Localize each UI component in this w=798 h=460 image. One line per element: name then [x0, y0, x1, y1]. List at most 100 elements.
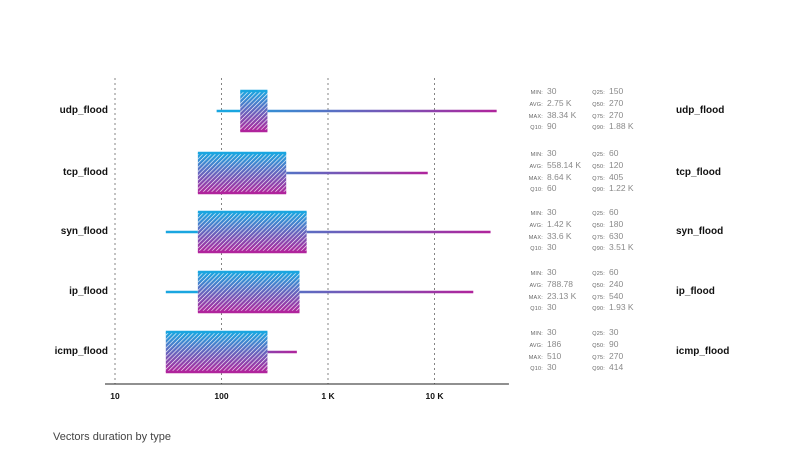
stat-key: Q90: [592, 306, 605, 313]
stat-key: Q75: [592, 294, 605, 301]
stat-value: 120 [609, 159, 624, 170]
stat-value: 60 [609, 267, 619, 277]
row-label-left: icmp_flood [54, 346, 108, 357]
stat-item: Q75: 270 [584, 110, 623, 124]
stat-key: AVG: [529, 101, 543, 108]
stat-item: Q10: 30 [522, 362, 556, 376]
stats-block: MIN: 30 AVG: 788.78 MAX: 23.13 K Q10: 30 Q25: 60 Q… [522, 267, 662, 315]
stat-key: Q50: [592, 222, 605, 229]
stat-key: Q75: [592, 234, 605, 241]
stat-item: MIN: 30 [522, 267, 557, 281]
stat-key: Q10: [530, 187, 543, 194]
x-tick-label: 100 [214, 391, 228, 401]
stat-item: Q50: 90 [584, 339, 618, 353]
stat-item: Q10: 30 [522, 242, 556, 256]
stat-key: Q25: [592, 271, 605, 277]
stat-value: 788.78 [547, 278, 573, 289]
row-label-right: ip_flood [676, 286, 715, 297]
ip_flood-box-hatch [197, 272, 300, 312]
stat-value: 30 [547, 267, 557, 277]
stat-key: AVG: [529, 282, 543, 289]
stat-key: Q50: [592, 163, 605, 170]
stat-item: Q25: 60 [584, 148, 618, 162]
stat-value: 1.88 K [609, 121, 634, 132]
stat-key: MIN: [530, 271, 543, 277]
stat-key: Q90: [592, 125, 605, 132]
stat-item: Q50: 270 [584, 98, 623, 112]
stat-key: AVG: [529, 222, 543, 229]
chart-caption: Vectors duration by type [53, 431, 172, 443]
row-label-left: udp_flood [59, 105, 108, 116]
stat-item: MAX: 510 [522, 351, 561, 365]
stat-item: Q75: 630 [584, 231, 623, 245]
stat-key: Q10: [530, 306, 543, 313]
stat-key: AVG: [529, 163, 543, 170]
stat-item: MIN: 30 [522, 86, 557, 100]
stat-value: 1.93 K [609, 302, 634, 313]
stats-block: MIN: 30 AVG: 558.14 K MAX: 8.64 K Q10: 60 Q25: 60… [522, 148, 662, 196]
stat-item: Q25: 60 [584, 207, 618, 221]
stat-value: 270 [609, 109, 624, 120]
stat-value: 630 [609, 230, 624, 241]
stat-value: 270 [609, 350, 624, 361]
stat-key: MAX: [528, 113, 543, 120]
stat-item: Q50: 240 [584, 279, 623, 293]
stat-item: MIN: 30 [522, 207, 557, 221]
stat-value: 405 [609, 171, 624, 182]
stat-value: 150 [609, 86, 624, 96]
stat-value: 60 [547, 183, 557, 194]
stat-item: Q10: 60 [522, 183, 556, 197]
stat-item: MAX: 8.64 K [522, 172, 572, 186]
stat-value: 30 [609, 327, 619, 337]
stat-key: Q75: [592, 354, 605, 361]
stat-value: 33.6 K [547, 230, 572, 241]
stat-key: Q25: [592, 331, 605, 337]
stat-item: Q50: 180 [584, 219, 623, 233]
stat-value: 8.64 K [547, 171, 572, 182]
stat-key: MIN: [530, 211, 543, 217]
stat-item: AVG: 788.78 [522, 279, 573, 293]
stat-value: 558.14 K [547, 159, 582, 170]
stat-item: MAX: 23.13 K [522, 291, 577, 305]
row-label-left: ip_flood [69, 286, 108, 297]
udp_flood-box-hatch [240, 91, 268, 131]
stat-value: 1.42 K [547, 218, 572, 229]
stat-key: MAX: [528, 234, 543, 241]
stat-item: AVG: 1.42 K [522, 218, 572, 233]
stat-item: Q75: 405 [584, 172, 623, 186]
stat-value: 60 [609, 207, 619, 217]
row-label-right: syn_flood [676, 226, 724, 237]
stat-key: Q50: [592, 101, 605, 108]
stat-key: MAX: [528, 294, 543, 301]
stats-block: MIN: 30 AVG: 2.75 K MAX: 38.34 K Q10: 90 Q25: 150… [522, 86, 662, 134]
syn_flood-box-hatch [197, 212, 307, 252]
row-label-right: tcp_flood [676, 167, 721, 178]
stat-item: Q25: 30 [584, 327, 618, 341]
stat-item: Q90: 1.22 K [584, 183, 634, 197]
stat-key: MIN: [530, 90, 543, 96]
stat-key: MIN: [530, 331, 543, 337]
row-label-right: icmp_flood [676, 346, 730, 357]
stat-item: Q90: 1.88 K [584, 121, 634, 135]
x-tick-label: 1 K [321, 391, 335, 401]
stat-value: 30 [547, 362, 557, 373]
x-tick-label: 10 K [426, 391, 445, 401]
row-label-left: syn_flood [60, 226, 108, 237]
stat-key: Q50: [592, 282, 605, 289]
stat-key: Q90: [592, 366, 605, 373]
stat-value: 180 [609, 218, 624, 229]
stat-value: 60 [609, 148, 619, 158]
stat-value: 414 [609, 362, 624, 373]
stat-value: 30 [547, 302, 557, 313]
stat-key: MAX: [528, 354, 543, 361]
stat-value: 30 [547, 207, 557, 217]
stat-item: MAX: 38.34 K [522, 110, 577, 124]
stat-value: 2.75 K [547, 97, 572, 108]
stat-item: Q75: 540 [584, 291, 623, 305]
stat-key: Q10: [530, 125, 543, 132]
stat-value: 90 [609, 338, 619, 349]
stat-item: Q25: 150 [584, 86, 623, 100]
stat-key: Q90: [592, 246, 605, 253]
stat-value: 1.22 K [609, 183, 634, 194]
